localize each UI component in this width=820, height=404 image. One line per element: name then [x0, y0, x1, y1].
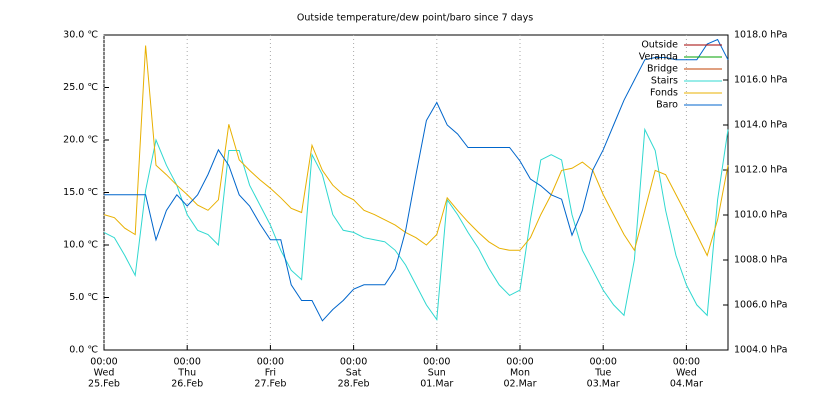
- legend-label: Stairs: [651, 76, 678, 87]
- y2-tick-label: 1018.0 hPa: [734, 30, 787, 41]
- y2-tick-label: 1012.0 hPa: [734, 165, 787, 176]
- x-tick-label: Mon: [510, 368, 530, 379]
- x-tick-label: 04.Mar: [670, 379, 703, 390]
- y-tick-label: 25.0 ℃: [63, 82, 98, 93]
- legend-label: Baro: [656, 100, 678, 111]
- x-tick-label: 00:00: [673, 357, 700, 368]
- x-tick-label: 00:00: [90, 357, 117, 368]
- y2-tick-label: 1008.0 hPa: [734, 255, 787, 266]
- y-tick-label: 30.0 ℃: [63, 30, 98, 41]
- legend-label: Veranda: [639, 52, 678, 63]
- x-tick-label: Tue: [594, 368, 611, 379]
- x-tick-label: Fri: [265, 368, 276, 379]
- x-tick-label: 00:00: [423, 357, 450, 368]
- x-tick-label: 02.Mar: [503, 379, 536, 390]
- y-tick-label: 15.0 ℃: [63, 187, 98, 198]
- legend-label: Outside: [641, 40, 678, 51]
- x-tick-label: Wed: [94, 368, 115, 379]
- x-tick-label: 00:00: [174, 357, 201, 368]
- x-tick-label: 26.Feb: [171, 379, 203, 390]
- y2-tick-label: 1016.0 hPa: [734, 75, 787, 86]
- chart-title: Outside temperature/dew point/baro since…: [297, 13, 533, 24]
- x-tick-label: 25.Feb: [88, 379, 120, 390]
- x-tick-label: 28.Feb: [338, 379, 370, 390]
- y2-tick-label: 1006.0 hPa: [734, 300, 787, 311]
- y2-tick-label: 1004.0 hPa: [734, 345, 787, 356]
- x-tick-label: Sat: [346, 368, 362, 379]
- x-tick-label: 00:00: [340, 357, 367, 368]
- y2-tick-label: 1010.0 hPa: [734, 210, 787, 221]
- series-line: [103, 127, 729, 322]
- y2-tick-label: 1014.0 hPa: [734, 120, 787, 131]
- x-tick-label: 03.Mar: [587, 379, 620, 390]
- x-tick-label: Thu: [177, 368, 196, 379]
- x-tick-label: Sun: [428, 368, 446, 379]
- x-tick-label: 27.Feb: [254, 379, 286, 390]
- y-tick-label: 20.0 ℃: [63, 135, 98, 146]
- x-tick-label: 00:00: [506, 357, 533, 368]
- y-tick-label: 5.0 ℃: [69, 292, 98, 303]
- legend-label: Fonds: [650, 88, 678, 99]
- series-line: [104, 38, 729, 322]
- legend-label: Bridge: [647, 64, 678, 75]
- x-tick-label: Wed: [676, 368, 697, 379]
- x-tick-label: 00:00: [257, 357, 284, 368]
- y-tick-label: 0.0 ℃: [69, 345, 98, 356]
- x-tick-label: 00:00: [590, 357, 617, 368]
- y-tick-label: 10.0 ℃: [63, 240, 98, 251]
- x-tick-label: 01.Mar: [420, 379, 453, 390]
- series-line: [103, 45, 729, 257]
